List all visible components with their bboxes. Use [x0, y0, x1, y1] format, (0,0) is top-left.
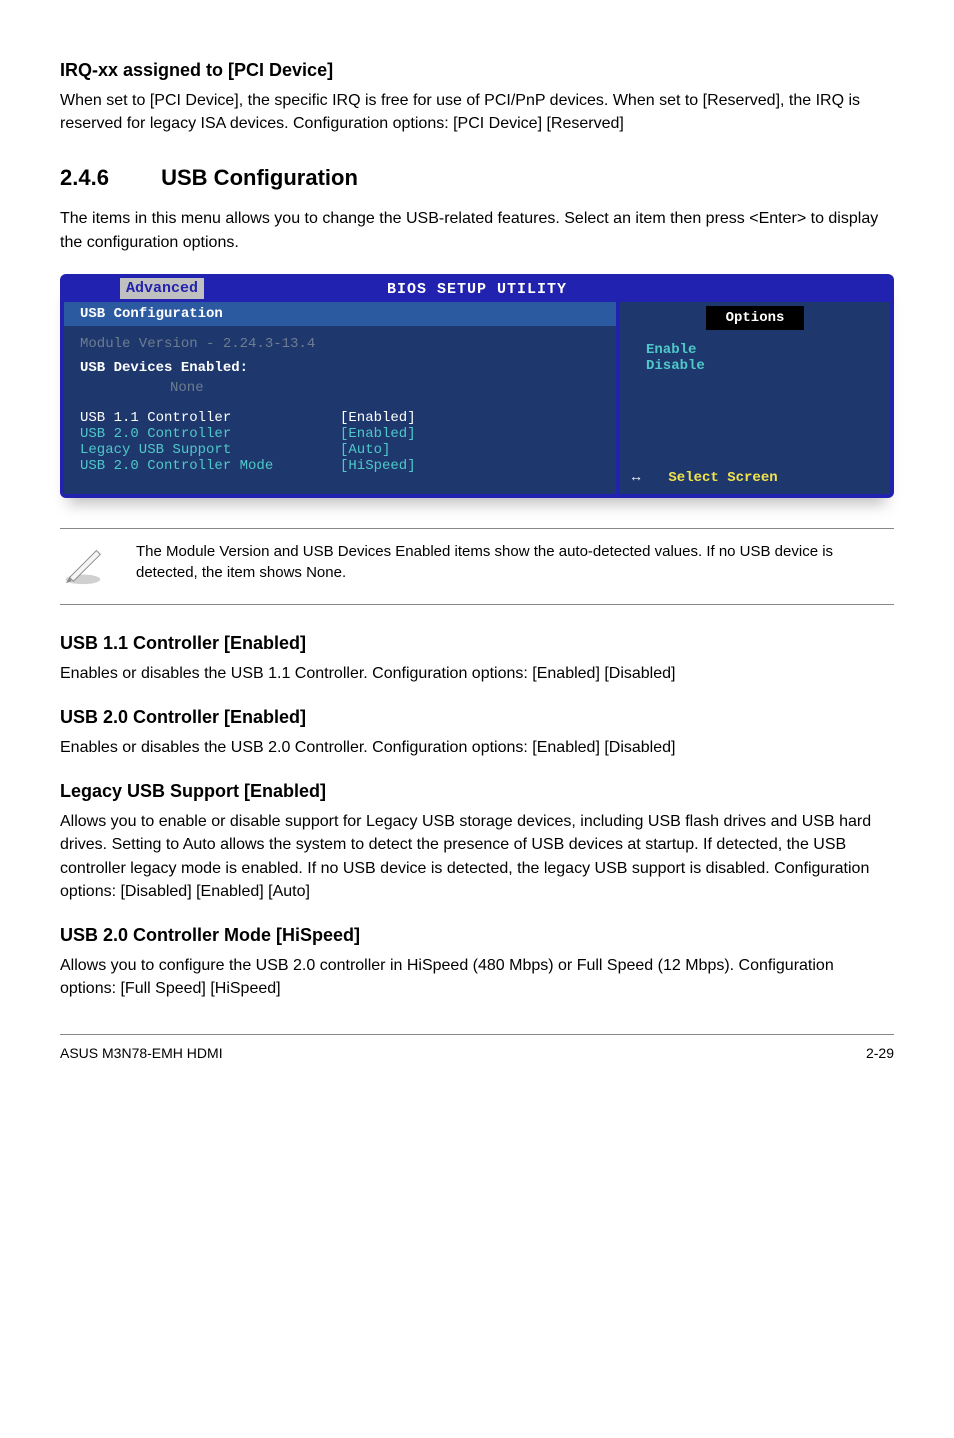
- sub-body-usb20mode: Allows you to configure the USB 2.0 cont…: [60, 954, 894, 1000]
- bios-hint-text: Select Screen: [668, 470, 777, 486]
- bios-row-value: [Enabled]: [340, 426, 416, 442]
- note-box: The Module Version and USB Devices Enabl…: [60, 528, 894, 605]
- note-text: The Module Version and USB Devices Enabl…: [136, 541, 894, 583]
- irq-body: When set to [PCI Device], the specific I…: [60, 89, 894, 135]
- sub-body-usb20: Enables or disables the USB 2.0 Controll…: [60, 736, 894, 759]
- irq-heading: IRQ-xx assigned to [PCI Device]: [60, 60, 894, 81]
- bios-row-usb11[interactable]: USB 1.1 Controller [Enabled]: [80, 410, 600, 426]
- bios-panel-right: Options Enable Disable ↔ Select Screen: [620, 302, 890, 494]
- bios-row-usb20[interactable]: USB 2.0 Controller [Enabled]: [80, 426, 600, 442]
- sub-body-usb11: Enables or disables the USB 1.1 Controll…: [60, 662, 894, 685]
- page-footer: ASUS M3N78-EMH HDMI 2-29: [60, 1034, 894, 1061]
- bios-row-value: [Auto]: [340, 442, 390, 458]
- bios-tab-advanced[interactable]: Advanced: [120, 278, 204, 299]
- arrow-lr-icon: ↔: [632, 470, 660, 486]
- pencil-icon: [60, 541, 106, 592]
- section-heading: 2.4.6 USB Configuration: [60, 165, 894, 191]
- bios-row-label: USB 1.1 Controller: [80, 410, 340, 426]
- bios-box: BIOS SETUP UTILITY Advanced USB Configur…: [60, 274, 894, 498]
- bios-option-disable[interactable]: Disable: [632, 358, 878, 374]
- bios-options-badge: Options: [706, 306, 805, 330]
- section-intro: The items in this menu allows you to cha…: [60, 207, 894, 253]
- bios-row-value: [HiSpeed]: [340, 458, 416, 474]
- bios-module-version: Module Version - 2.24.3-13.4: [80, 336, 600, 352]
- footer-right: 2-29: [866, 1045, 894, 1061]
- bios-section-bar: USB Configuration: [64, 302, 616, 326]
- footer-left: ASUS M3N78-EMH HDMI: [60, 1045, 223, 1061]
- section-title: USB Configuration: [161, 165, 358, 190]
- bios-devices-label: USB Devices Enabled:: [80, 360, 600, 376]
- bios-row-legacy[interactable]: Legacy USB Support [Auto]: [80, 442, 600, 458]
- bios-option-enable[interactable]: Enable: [632, 342, 878, 358]
- section-number: 2.4.6: [60, 165, 155, 191]
- sub-body-legacy: Allows you to enable or disable support …: [60, 810, 894, 903]
- bios-devices-value: None: [80, 380, 600, 396]
- bios-row-value: [Enabled]: [340, 410, 416, 426]
- bios-panel-left: USB Configuration Module Version - 2.24.…: [64, 302, 616, 494]
- sub-heading-usb20: USB 2.0 Controller [Enabled]: [60, 707, 894, 728]
- bios-hint: ↔ Select Screen: [632, 470, 878, 486]
- bios-row-usb20mode[interactable]: USB 2.0 Controller Mode [HiSpeed]: [80, 458, 600, 474]
- sub-heading-usb20mode: USB 2.0 Controller Mode [HiSpeed]: [60, 925, 894, 946]
- bios-row-label: Legacy USB Support: [80, 442, 340, 458]
- bios-row-label: USB 2.0 Controller Mode: [80, 458, 340, 474]
- sub-heading-legacy: Legacy USB Support [Enabled]: [60, 781, 894, 802]
- sub-heading-usb11: USB 1.1 Controller [Enabled]: [60, 633, 894, 654]
- bios-row-label: USB 2.0 Controller: [80, 426, 340, 442]
